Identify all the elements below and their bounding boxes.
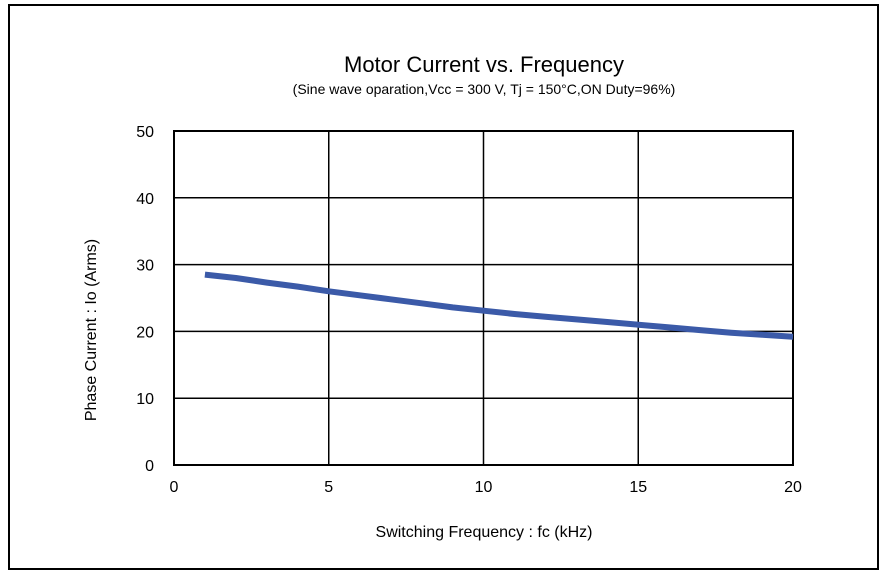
x-axis-label: Switching Frequency : fc (kHz) — [376, 524, 593, 541]
chart-subtitle: (Sine wave oparation,Vcc = 300 V, Tj = 1… — [293, 81, 676, 97]
grid — [173, 130, 794, 466]
y-axis-label: Phase Current : Io (Arms) — [83, 239, 100, 421]
y-tick-label: 50 — [136, 124, 154, 141]
plot-area — [173, 130, 794, 466]
y-axis-ticks: 0 10 20 30 40 50 — [136, 124, 154, 475]
y-tick-label: 30 — [136, 258, 154, 275]
y-tick-label: 20 — [136, 324, 154, 341]
chart-frame — [8, 4, 879, 570]
x-tick-label: 0 — [170, 479, 179, 496]
y-tick-label: 40 — [136, 191, 154, 208]
y-tick-label: 10 — [136, 391, 154, 408]
series-line — [204, 271, 794, 340]
series-layer — [204, 271, 794, 340]
x-tick-label: 15 — [629, 479, 647, 496]
x-axis-ticks: 0 5 10 15 20 — [170, 479, 802, 496]
x-tick-label: 10 — [475, 479, 493, 496]
plot-border — [173, 130, 794, 466]
chart-title: Motor Current vs. Frequency — [344, 52, 624, 77]
y-tick-label: 0 — [145, 458, 154, 475]
x-tick-label: 20 — [784, 479, 802, 496]
x-tick-label: 5 — [324, 479, 333, 496]
